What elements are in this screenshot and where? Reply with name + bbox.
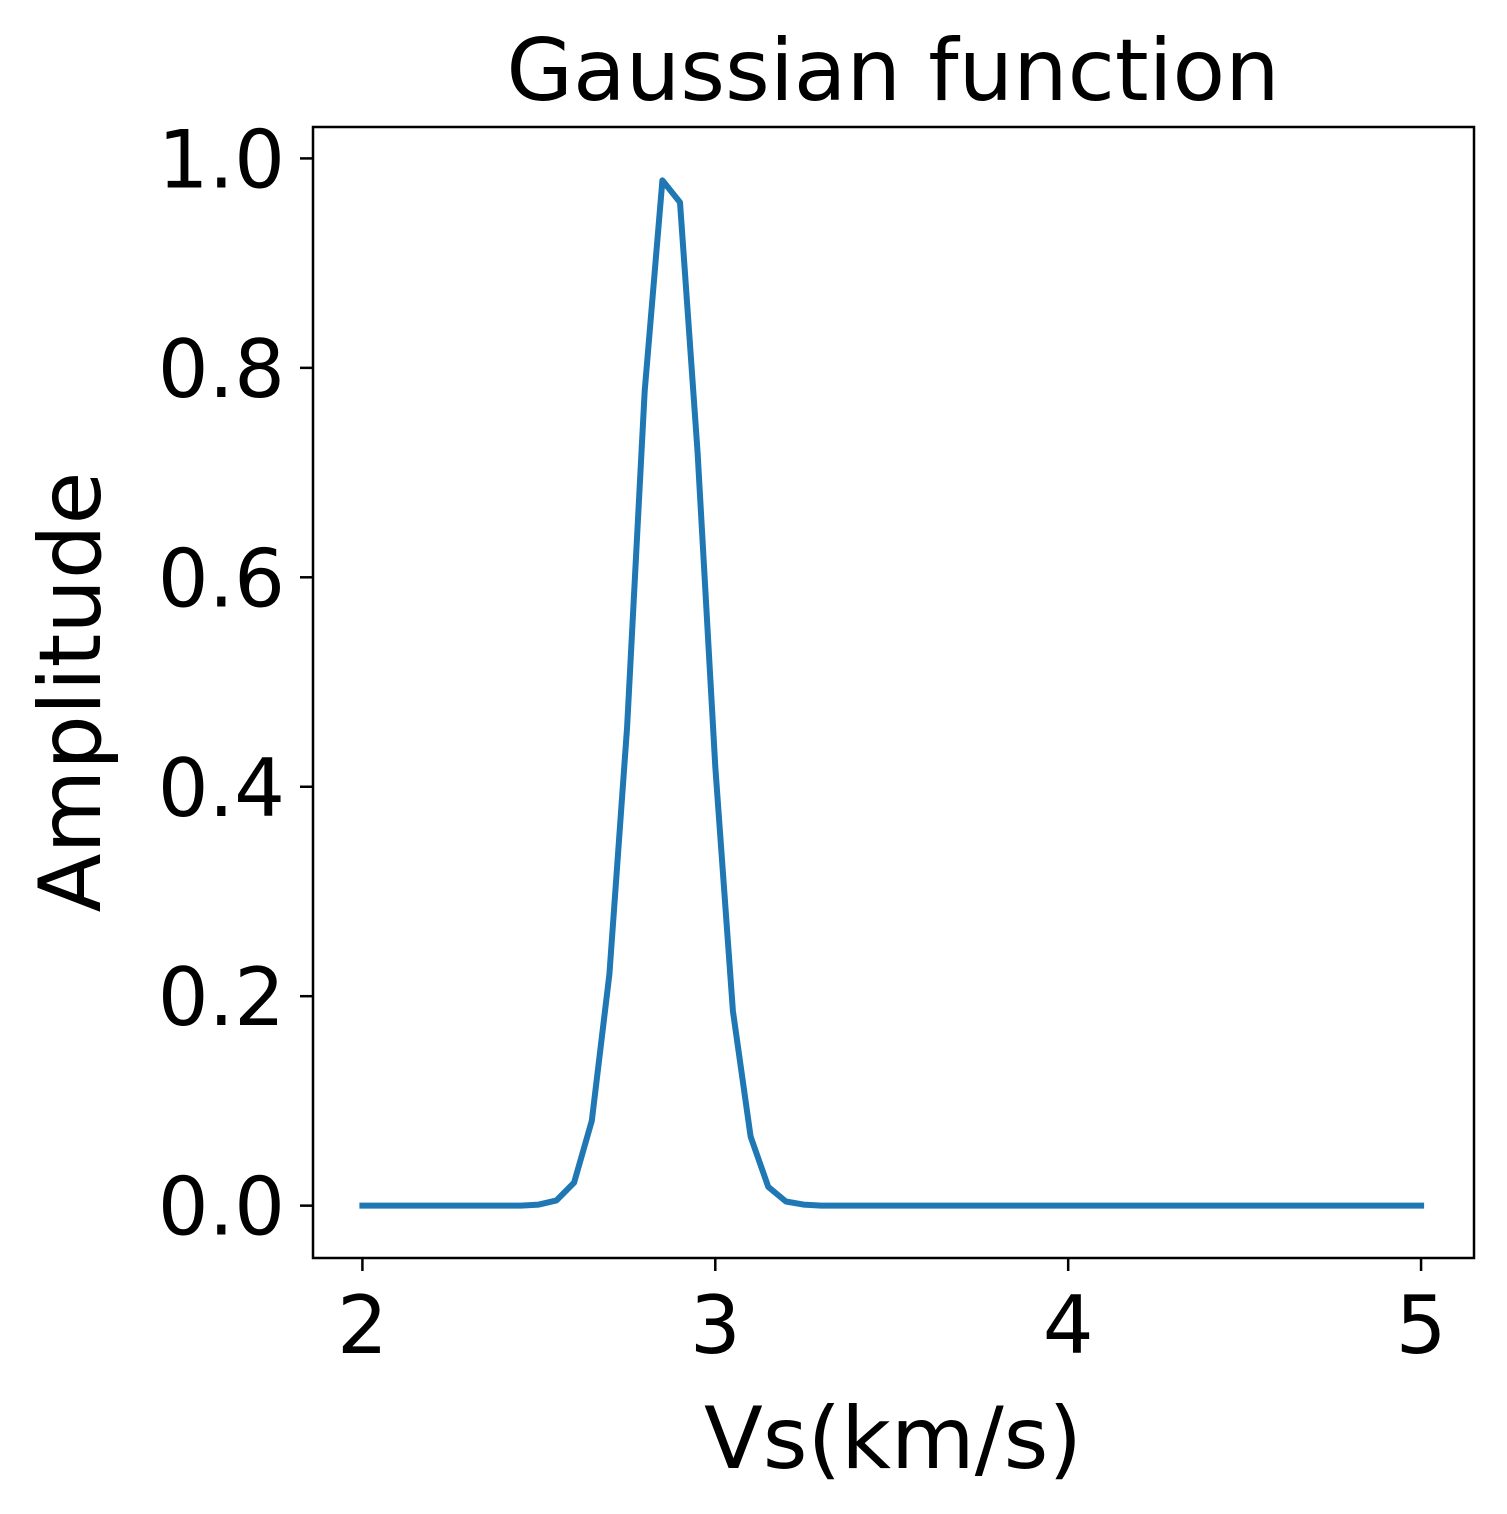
- series-line: [359, 177, 1425, 1209]
- x-tick-label: 3: [690, 1279, 741, 1372]
- y-tick-label: 0.6: [158, 532, 285, 625]
- plot-area: [311, 125, 1476, 1260]
- x-tick-label: 4: [1043, 1279, 1094, 1372]
- x-axis-label: Vs(km/s): [704, 1389, 1082, 1489]
- x-tick-label: 2: [337, 1279, 388, 1372]
- y-tick-label: 0.8: [158, 323, 285, 416]
- y-tick-label: 0.4: [158, 742, 285, 835]
- x-axis: 2 3 4 5: [337, 1258, 1447, 1372]
- y-tick-label: 0.2: [158, 951, 285, 1044]
- x-tick-label: 5: [1396, 1279, 1447, 1372]
- chart-title: Gaussian function: [506, 21, 1279, 121]
- y-tick-label: 1.0: [158, 113, 285, 206]
- y-axis: 0.0 0.2 0.4 0.6 0.8 1.0: [158, 113, 313, 1254]
- y-tick-label: 0.0: [158, 1161, 285, 1254]
- series-layer: [359, 177, 1425, 1209]
- y-axis-label: Amplitude: [21, 472, 121, 913]
